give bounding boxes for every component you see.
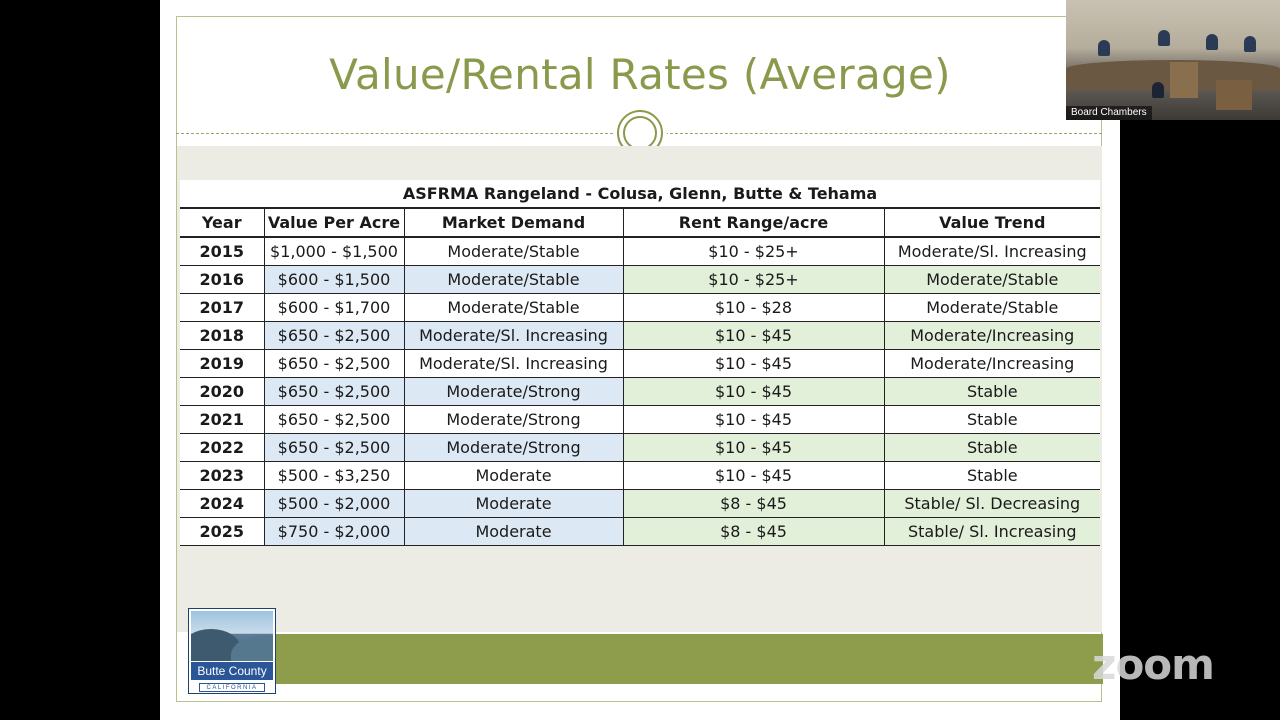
cell-value: $600 - $1,700 xyxy=(263,293,404,322)
table-row: 2020 $650 - $2,500 Moderate/Strong $10 -… xyxy=(180,377,1101,406)
video-person xyxy=(1158,30,1170,46)
logo-county-name: Butte County xyxy=(191,662,273,680)
header-market-demand: Market Demand xyxy=(403,208,623,238)
table-row: 2022 $650 - $2,500 Moderate/Strong $10 -… xyxy=(180,433,1101,462)
rates-table: ASFRMA Rangeland - Colusa, Glenn, Butte … xyxy=(180,180,1101,546)
cell-demand: Moderate xyxy=(403,489,623,518)
cell-rent: $10 - $45 xyxy=(622,321,884,350)
table-row: 2023 $500 - $3,250 Moderate $10 - $45 St… xyxy=(180,461,1101,490)
table-row: 2018 $650 - $2,500 Moderate/Sl. Increasi… xyxy=(180,321,1101,350)
cell-rent: $10 - $45 xyxy=(622,405,884,434)
cell-year: 2015 xyxy=(180,237,264,266)
cell-value: $650 - $2,500 xyxy=(263,433,404,462)
table-row: 2021 $650 - $2,500 Moderate/Strong $10 -… xyxy=(180,405,1101,434)
table-row: 2025 $750 - $2,000 Moderate $8 - $45 Sta… xyxy=(180,517,1101,546)
cell-trend: Moderate/Increasing xyxy=(883,349,1101,378)
cell-year: 2021 xyxy=(180,405,264,434)
cell-value: $750 - $2,000 xyxy=(263,517,404,546)
table-row: 2016 $600 - $1,500 Moderate/Stable $10 -… xyxy=(180,265,1101,294)
cell-value: $500 - $2,000 xyxy=(263,489,404,518)
cell-trend: Stable/ Sl. Increasing xyxy=(883,517,1101,546)
shared-slide: Value/Rental Rates (Average) ASFRMA Rang… xyxy=(160,0,1120,720)
cell-value: $1,000 - $1,500 xyxy=(263,237,404,266)
logo-state-name: CALIFORNIA xyxy=(199,683,265,692)
cell-year: 2020 xyxy=(180,377,264,406)
cell-trend: Stable xyxy=(883,433,1101,462)
header-value-trend: Value Trend xyxy=(883,208,1101,238)
cell-demand: Moderate/Strong xyxy=(403,377,623,406)
video-person xyxy=(1206,34,1218,50)
logo-landscape-icon xyxy=(191,611,273,661)
table-row: 2017 $600 - $1,700 Moderate/Stable $10 -… xyxy=(180,293,1101,322)
cell-value: $500 - $3,250 xyxy=(263,461,404,490)
cell-trend: Moderate/Stable xyxy=(883,265,1101,294)
cell-demand: Moderate/Stable xyxy=(403,237,623,266)
butte-county-logo: Butte County CALIFORNIA xyxy=(188,608,276,694)
table-row: 2015 $1,000 - $1,500 Moderate/Stable $10… xyxy=(180,237,1101,266)
table-row: 2019 $650 - $2,500 Moderate/Sl. Increasi… xyxy=(180,349,1101,378)
cell-demand: Moderate/Stable xyxy=(403,265,623,294)
cell-demand: Moderate/Strong xyxy=(403,405,623,434)
cell-rent: $10 - $45 xyxy=(622,461,884,490)
cell-demand: Moderate/Sl. Increasing xyxy=(403,321,623,350)
cell-year: 2022 xyxy=(180,433,264,462)
header-year: Year xyxy=(180,208,264,238)
cell-trend: Stable/ Sl. Decreasing xyxy=(883,489,1101,518)
video-podium xyxy=(1216,80,1252,110)
cell-trend: Moderate/Stable xyxy=(883,293,1101,322)
cell-year: 2019 xyxy=(180,349,264,378)
cell-value: $650 - $2,500 xyxy=(263,321,404,350)
cell-value: $650 - $2,500 xyxy=(263,405,404,434)
slide-title: Value/Rental Rates (Average) xyxy=(329,50,951,99)
cell-year: 2025 xyxy=(180,517,264,546)
cell-rent: $10 - $25+ xyxy=(622,265,884,294)
cell-demand: Moderate/Sl. Increasing xyxy=(403,349,623,378)
cell-trend: Stable xyxy=(883,377,1101,406)
participant-video-tile[interactable]: Board Chambers xyxy=(1066,0,1280,120)
header-value-per-acre: Value Per Acre xyxy=(263,208,404,238)
cell-year: 2016 xyxy=(180,265,264,294)
video-podium xyxy=(1170,62,1198,98)
cell-rent: $10 - $45 xyxy=(622,433,884,462)
cell-trend: Moderate/Sl. Increasing xyxy=(883,237,1101,266)
cell-demand: Moderate/Strong xyxy=(403,433,623,462)
video-person xyxy=(1244,36,1256,52)
cell-rent: $10 - $45 xyxy=(622,377,884,406)
video-person xyxy=(1098,40,1110,56)
cell-value: $600 - $1,500 xyxy=(263,265,404,294)
video-person xyxy=(1152,82,1164,98)
cell-year: 2018 xyxy=(180,321,264,350)
table-caption: ASFRMA Rangeland - Colusa, Glenn, Butte … xyxy=(180,180,1101,209)
cell-rent: $10 - $25+ xyxy=(622,237,884,266)
cell-value: $650 - $2,500 xyxy=(263,377,404,406)
cell-value: $650 - $2,500 xyxy=(263,349,404,378)
zoom-watermark-logo: zoom xyxy=(1092,640,1215,689)
cell-trend: Stable xyxy=(883,405,1101,434)
video-participant-label: Board Chambers xyxy=(1066,106,1152,120)
header-rent-range: Rent Range/acre xyxy=(622,208,884,238)
cell-rent: $8 - $45 xyxy=(622,517,884,546)
table-row: 2024 $500 - $2,000 Moderate $8 - $45 Sta… xyxy=(180,489,1101,518)
footer-band xyxy=(275,634,1103,684)
cell-year: 2024 xyxy=(180,489,264,518)
cell-rent: $10 - $45 xyxy=(622,349,884,378)
cell-trend: Stable xyxy=(883,461,1101,490)
cell-demand: Moderate xyxy=(403,461,623,490)
cell-rent: $10 - $28 xyxy=(622,293,884,322)
cell-trend: Moderate/Increasing xyxy=(883,321,1101,350)
cell-rent: $8 - $45 xyxy=(622,489,884,518)
cell-demand: Moderate/Stable xyxy=(403,293,623,322)
cell-year: 2017 xyxy=(180,293,264,322)
cell-year: 2023 xyxy=(180,461,264,490)
cell-demand: Moderate xyxy=(403,517,623,546)
